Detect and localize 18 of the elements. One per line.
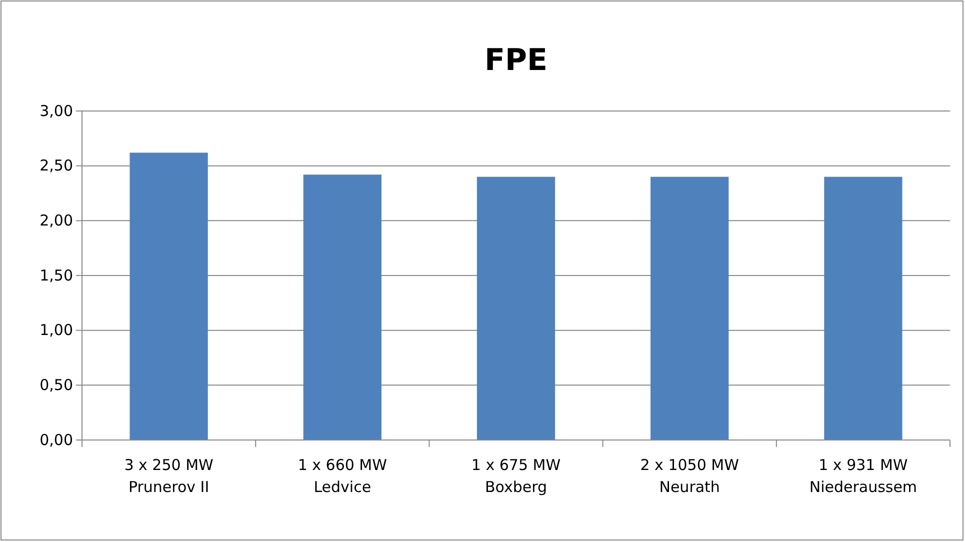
bar (476, 176, 556, 440)
bar (130, 152, 208, 440)
bar (824, 176, 902, 440)
bar (650, 176, 729, 440)
x-tick-label: 3 x 250 MW Prunerov II (124, 456, 214, 496)
y-tick-label: 0,50 (40, 376, 73, 394)
x-tick-label: 1 x 675 MW Boxberg (471, 456, 561, 496)
x-tick-label: 1 x 931 MW Niederaussem (809, 456, 918, 496)
x-tick-label: 2 x 1050 MW Neurath (640, 456, 740, 496)
y-tick-label: 2,00 (40, 211, 73, 230)
y-tick-label: 3,00 (40, 102, 73, 120)
y-tick-label: 1,00 (40, 321, 73, 340)
y-tick-label: 1,50 (40, 266, 73, 284)
bar (303, 174, 382, 440)
x-tick-label: 1 x 660 MW Ledvice (298, 456, 388, 496)
chart-title: FPE (484, 43, 548, 78)
y-tick-label: 2,50 (40, 156, 73, 175)
y-tick-label: 0,00 (40, 430, 73, 449)
